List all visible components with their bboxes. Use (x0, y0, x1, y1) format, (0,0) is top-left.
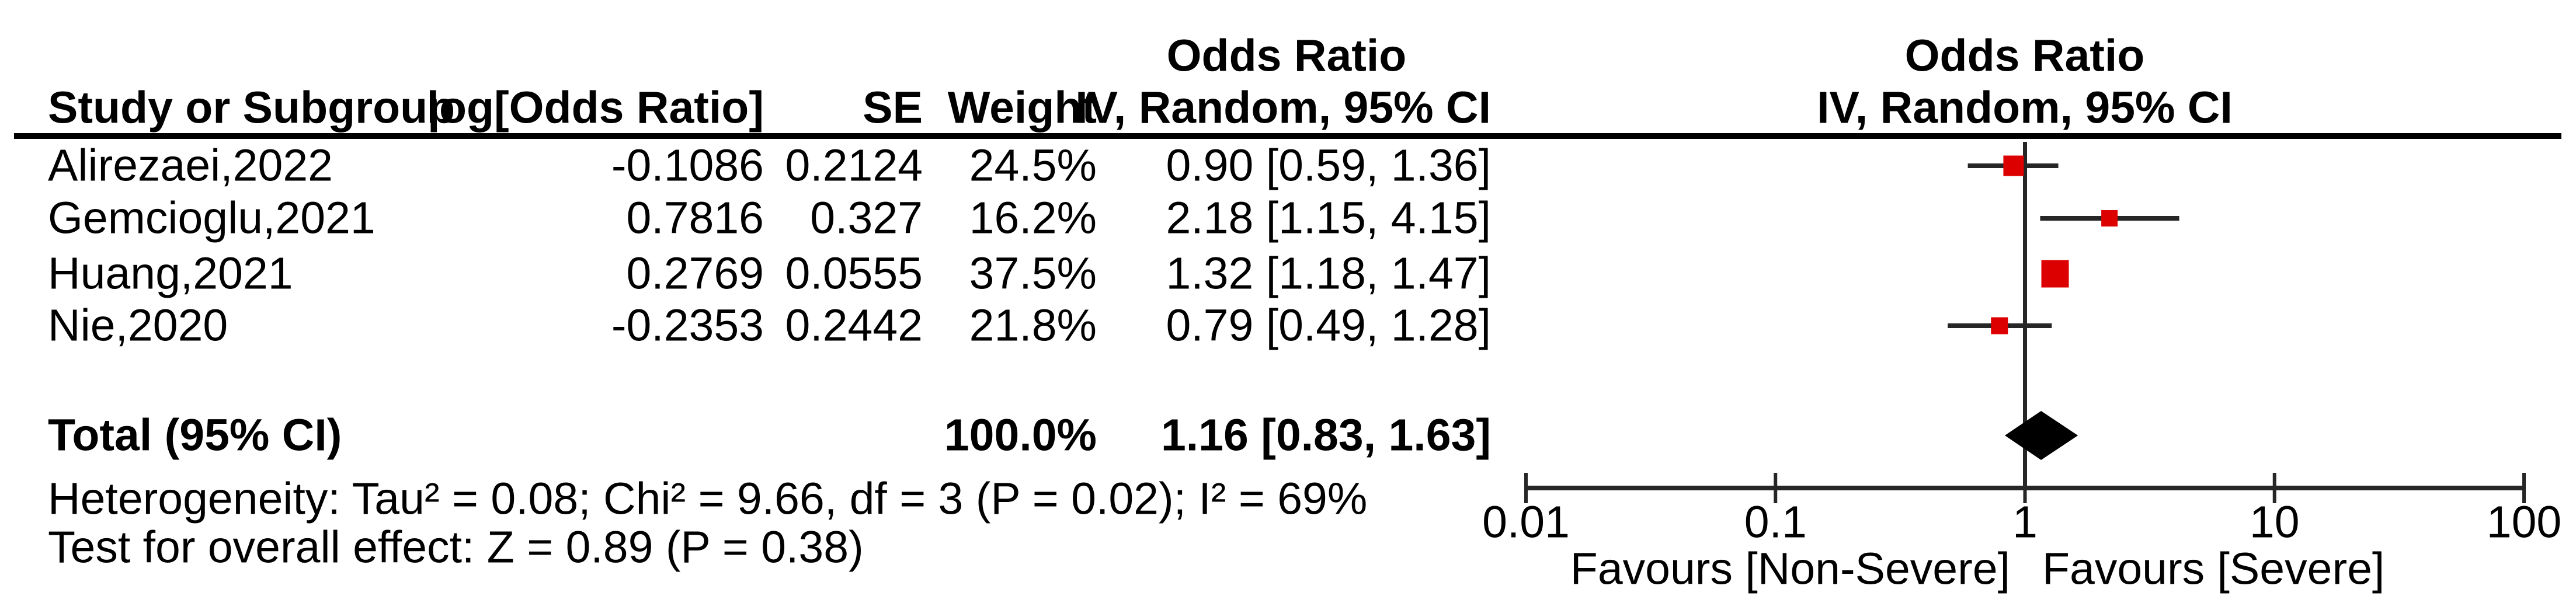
axis-tick-label: 0.1 (1744, 497, 1807, 548)
study-se: 0.0555 (785, 248, 923, 299)
total-label: Total (95% CI) (48, 410, 342, 461)
or-point-marker (2101, 210, 2118, 226)
study-se: 0.2442 (785, 300, 923, 351)
pooled-diamond (2004, 411, 2078, 460)
or-point-marker (2041, 260, 2069, 288)
column-header-effect-title: Odds Ratio (1166, 30, 1407, 81)
no-effect-line (2023, 142, 2027, 490)
study-weight: 24.5% (969, 140, 1097, 191)
column-header-ci: IV, Random, 95% CI (1075, 82, 1491, 133)
study-se: 0.2124 (785, 140, 923, 191)
or-point-marker (2003, 155, 2024, 176)
total-weight: 100.0% (944, 410, 1097, 461)
plot-header-ci: IV, Random, 95% CI (1817, 82, 2233, 133)
study-log-or: -0.1086 (611, 140, 764, 191)
axis-tick (1524, 473, 1528, 503)
column-header-log-or: log[Odds Ratio] (426, 82, 764, 133)
axis-tick (2522, 473, 2526, 503)
plot-header-effect-title: Odds Ratio (1904, 30, 2145, 81)
study-weight: 16.2% (969, 193, 1097, 243)
axis-tick-label: 100 (2486, 497, 2562, 548)
study-weight: 21.8% (969, 300, 1097, 351)
favours-right-label: Favours [Severe] (2042, 543, 2385, 594)
study-name: Alirezaei,2022 (48, 140, 333, 191)
study-weight: 37.5% (969, 248, 1097, 299)
header-rule (14, 133, 2561, 139)
or-point-marker (1991, 317, 2008, 334)
column-header-se: SE (863, 82, 923, 133)
study-name: Gemcioglu,2021 (48, 193, 376, 243)
axis-tick (2023, 473, 2027, 503)
study-log-or: -0.2353 (611, 300, 764, 351)
study-ci: 0.79 [0.49, 1.28] (1166, 300, 1491, 351)
column-header-study: Study or Subgroup (48, 82, 456, 133)
study-ci: 0.90 [0.59, 1.36] (1166, 140, 1491, 191)
favours-left-label: Favours [Non-Severe] (1570, 543, 2010, 594)
axis-tick-label: 1 (2012, 497, 2038, 548)
axis-tick-label: 0.01 (1482, 497, 1570, 548)
study-se: 0.327 (810, 193, 923, 243)
study-name: Nie,2020 (48, 300, 228, 351)
axis-tick (1774, 473, 1778, 503)
study-name: Huang,2021 (48, 248, 293, 299)
overall-effect-text: Test for overall effect: Z = 0.89 (P = 0… (48, 522, 864, 573)
axis-tick (2272, 473, 2276, 503)
study-log-or: 0.2769 (626, 248, 764, 299)
axis-tick-label: 10 (2249, 497, 2300, 548)
study-log-or: 0.7816 (626, 193, 764, 243)
heterogeneity-text: Heterogeneity: Tau² = 0.08; Chi² = 9.66,… (48, 473, 1368, 524)
total-ci: 1.16 [0.83, 1.63] (1160, 410, 1491, 461)
column-header-weight: Weight (947, 82, 1097, 133)
study-ci: 2.18 [1.15, 4.15] (1166, 193, 1491, 243)
study-ci: 1.32 [1.18, 1.47] (1166, 248, 1491, 299)
